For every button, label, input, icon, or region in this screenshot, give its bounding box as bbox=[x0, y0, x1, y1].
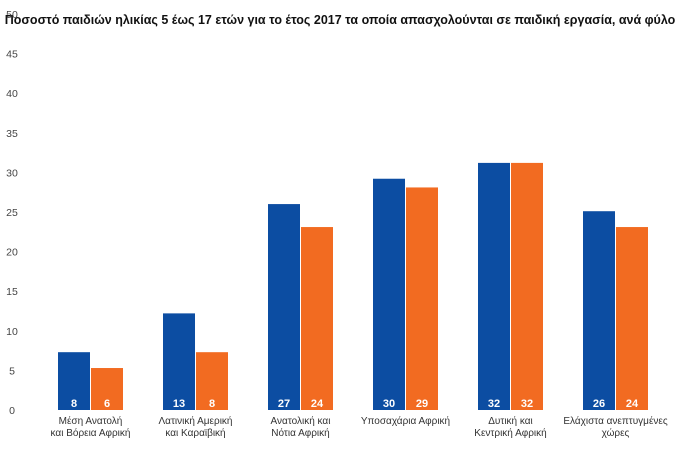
y-axis: 0 5 10 15 20 25 30 35 40 45 50 bbox=[6, 9, 18, 417]
bar-series-2 bbox=[196, 352, 228, 410]
y-tick-label: 10 bbox=[6, 326, 18, 338]
bar-data-label: 8 bbox=[209, 398, 215, 410]
bar-series-1 bbox=[58, 352, 90, 410]
bar-data-label: 8 bbox=[71, 398, 77, 410]
bar-data-label: 32 bbox=[488, 398, 500, 410]
bar-series-1 bbox=[163, 313, 195, 410]
bar-series-1 bbox=[268, 204, 300, 410]
bar-series-2 bbox=[406, 187, 438, 410]
bar-data-label: 24 bbox=[311, 398, 324, 410]
bar-data-label: 27 bbox=[278, 398, 290, 410]
bar-series-2 bbox=[511, 162, 543, 410]
bar-series-2 bbox=[301, 227, 333, 410]
y-tick-label: 25 bbox=[6, 207, 18, 219]
bar-series-1 bbox=[373, 178, 405, 410]
x-category-label: Μέση Ανατολή και Βόρεια Αφρική bbox=[51, 415, 131, 439]
bar-data-label: 24 bbox=[626, 398, 639, 410]
x-category-line: Υποσαχάρια Αφρική bbox=[361, 415, 450, 427]
bar-data-label: 6 bbox=[104, 398, 110, 410]
bar-series-1 bbox=[478, 162, 510, 410]
y-tick-label: 45 bbox=[6, 49, 18, 61]
x-category-label: Ανατολική και Νότια Αφρική bbox=[271, 415, 331, 439]
y-tick-label: 0 bbox=[9, 405, 15, 417]
bar-data-label: 13 bbox=[173, 398, 185, 410]
y-tick-label: 40 bbox=[6, 88, 18, 100]
x-category-label: Υποσαχάρια Αφρική bbox=[361, 415, 450, 427]
x-category-label: Λατινική Αμερική και Καραϊβική bbox=[158, 415, 232, 439]
y-tick-label: 20 bbox=[6, 247, 18, 259]
chart-title: Ποσοστό παιδιών ηλικίας 5 έως 17 ετών γι… bbox=[5, 13, 676, 27]
bar-data-label: 26 bbox=[593, 398, 605, 410]
x-category-line: Ελάχιστα ανεπτυγμένες bbox=[563, 415, 668, 427]
x-category-line: και Βόρεια Αφρική bbox=[51, 427, 131, 439]
x-category-line: Νότια Αφρική bbox=[271, 427, 329, 439]
x-category-line: Κεντρική Αφρική bbox=[474, 427, 546, 439]
bar-series-2 bbox=[616, 227, 648, 410]
x-category-line: Λατινική Αμερική bbox=[158, 415, 232, 427]
x-category-label: Ελάχιστα ανεπτυγμένες χώρες bbox=[563, 415, 668, 439]
y-tick-label: 50 bbox=[6, 9, 18, 21]
bar-data-label: 30 bbox=[383, 398, 395, 410]
x-axis: Μέση Ανατολή και Βόρεια Αφρική Λατινική Αμ… bbox=[51, 415, 668, 439]
y-tick-label: 30 bbox=[6, 167, 18, 179]
y-tick-label: 5 bbox=[9, 365, 15, 377]
bar-data-label: 32 bbox=[521, 398, 533, 410]
bar-series-1 bbox=[583, 211, 615, 410]
x-category-line: Ανατολική και bbox=[271, 415, 331, 427]
x-category-label: Δυτική και Κεντρική Αφρική bbox=[474, 415, 546, 439]
bar-series-2 bbox=[91, 368, 123, 410]
y-tick-label: 35 bbox=[6, 128, 18, 140]
y-tick-label: 15 bbox=[6, 286, 18, 298]
bars-layer: 8 6 13 8 27 24 30 29 32 32 26 24 bbox=[58, 162, 648, 410]
x-category-line: και Καραϊβική bbox=[165, 427, 225, 439]
x-category-line: Δυτική και bbox=[488, 415, 533, 427]
x-category-line: Μέση Ανατολή bbox=[59, 415, 123, 427]
x-category-line: χώρες bbox=[602, 427, 630, 439]
bar-data-label: 29 bbox=[416, 398, 428, 410]
